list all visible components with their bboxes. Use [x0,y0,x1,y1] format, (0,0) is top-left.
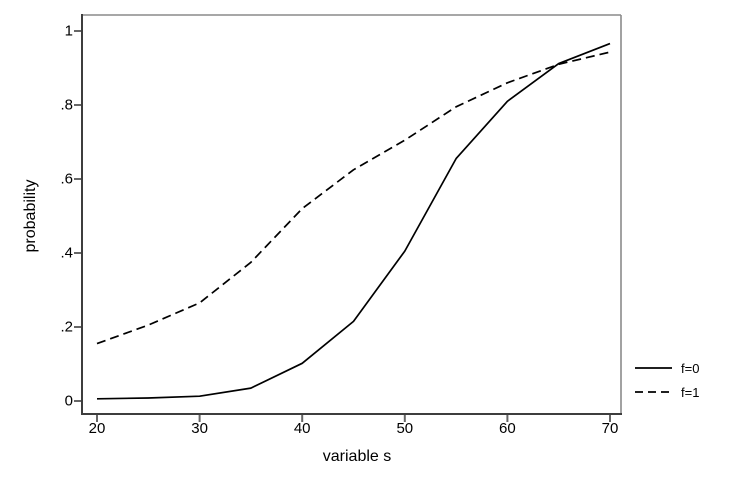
y-tick-label: .2 [60,318,73,336]
legend-line-solid-icon [635,367,672,369]
legend-line-dashed-icon [635,391,672,393]
x-tick-label: 30 [191,420,208,437]
legend-entry-f1: f=1 [635,381,699,403]
legend: f=0 f=1 [635,357,699,403]
legend-label-f1: f=1 [681,384,700,400]
x-tick-label: 70 [601,420,619,437]
y-tick-label: .6 [60,170,73,188]
legend-entry-f0: f=0 [635,357,699,379]
y-tick-label: .4 [60,244,73,262]
x-tick-label: 20 [88,420,106,437]
y-tick-label: .8 [60,96,73,114]
series-line-f1 [96,51,611,345]
series-line-f0 [96,42,611,400]
y-tick-label: 1 [64,22,73,40]
x-tick-label: 60 [499,420,516,437]
legend-label-f0: f=0 [681,360,700,376]
x-tick-label: 40 [293,420,311,437]
x-axis-title: variable s [322,448,392,465]
y-tick-label: 0 [64,392,73,410]
y-axis-title: probability [22,179,39,253]
x-tick-label: 50 [396,420,414,437]
